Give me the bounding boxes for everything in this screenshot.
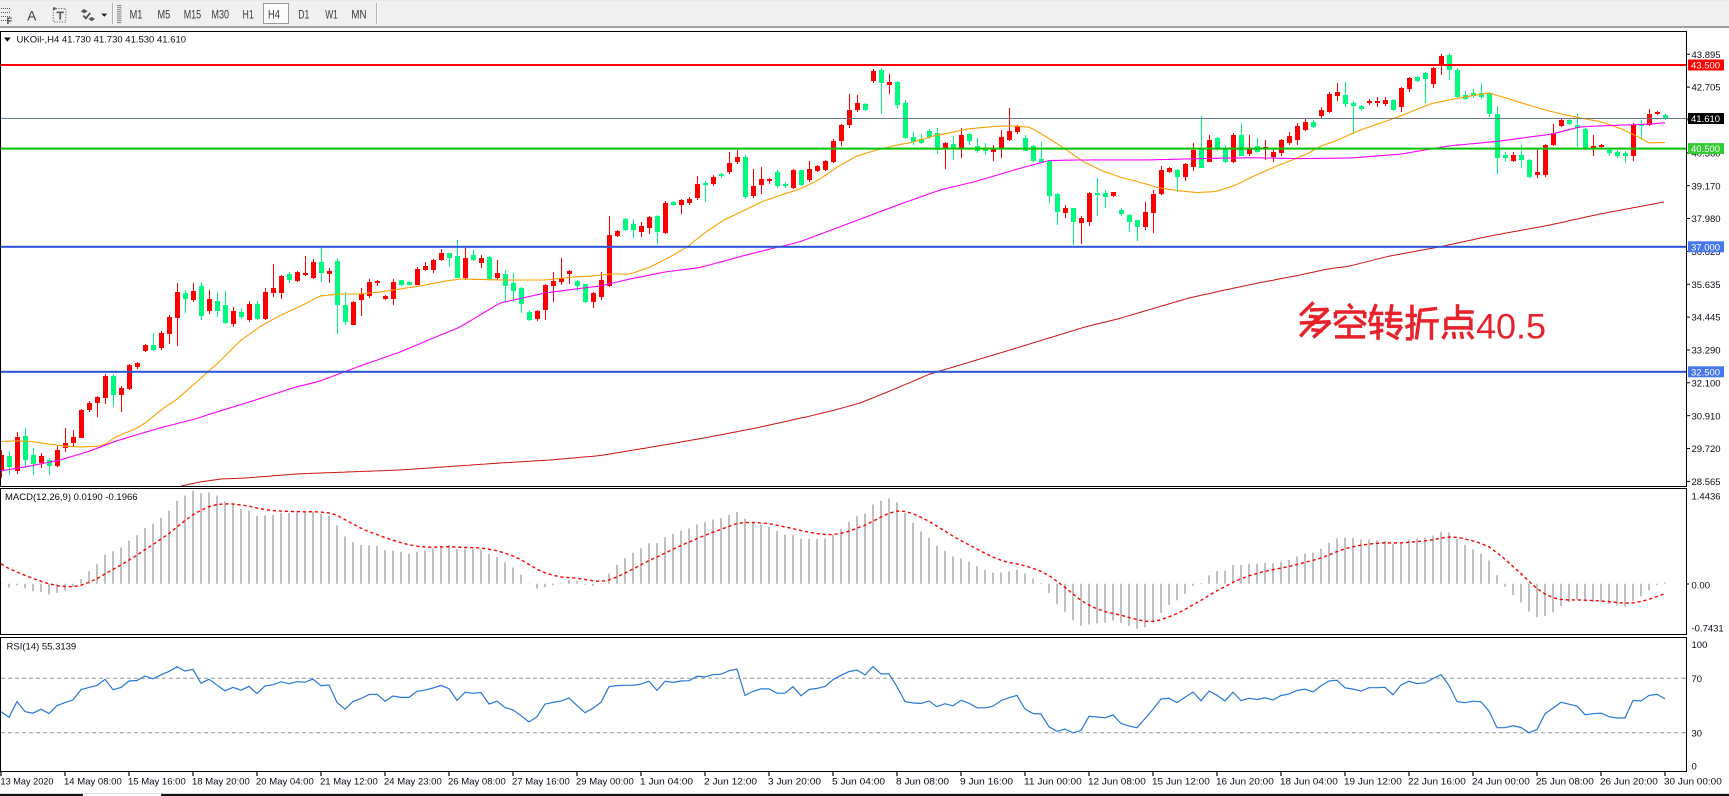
svg-text:3 Jun 20:00: 3 Jun 20:00 [768, 776, 821, 787]
svg-text:30 Jun 00:00: 30 Jun 00:00 [1664, 776, 1722, 787]
svg-text:M5: M5 [158, 10, 171, 22]
svg-text:32.500: 32.500 [1691, 367, 1720, 378]
svg-text:43.500: 43.500 [1691, 61, 1720, 72]
svg-text:15 May 16:00: 15 May 16:00 [128, 776, 186, 787]
svg-text:26 Jun 20:00: 26 Jun 20:00 [1600, 776, 1658, 787]
svg-text:MN: MN [351, 10, 366, 22]
svg-text:40.500: 40.500 [1691, 144, 1720, 155]
svg-text:11 Jun 00:00: 11 Jun 00:00 [1024, 776, 1082, 787]
svg-text:0: 0 [1692, 762, 1697, 773]
svg-text:28.565: 28.565 [1692, 477, 1721, 488]
svg-text:37.000: 37.000 [1691, 242, 1720, 253]
svg-text:25 Jun 08:00: 25 Jun 08:00 [1536, 776, 1594, 787]
svg-text:2 Jun 12:00: 2 Jun 12:00 [704, 776, 757, 787]
svg-text:36.825: 36.825 [1692, 247, 1721, 258]
svg-text:41.610: 41.610 [1691, 114, 1720, 125]
svg-text:M1: M1 [130, 10, 143, 22]
svg-text:16 Jun 20:00: 16 Jun 20:00 [1216, 776, 1274, 787]
svg-text:W1: W1 [325, 10, 338, 22]
svg-text:1 Jun 04:00: 1 Jun 04:00 [640, 776, 693, 787]
svg-text:M30: M30 [212, 10, 230, 22]
svg-text:RSI(14) 55.3139: RSI(14) 55.3139 [7, 641, 77, 652]
svg-text:F: F [7, 16, 13, 26]
svg-text:32.100: 32.100 [1692, 378, 1721, 389]
svg-text:37.980: 37.980 [1692, 214, 1721, 225]
svg-text:19 Jun 12:00: 19 Jun 12:00 [1344, 776, 1402, 787]
svg-text:100: 100 [1692, 640, 1708, 651]
svg-text:24 Jun 00:00: 24 Jun 00:00 [1472, 776, 1530, 787]
svg-text:14 May 08:00: 14 May 08:00 [64, 776, 122, 787]
svg-text:18 Jun 04:00: 18 Jun 04:00 [1280, 776, 1338, 787]
svg-text:29.720: 29.720 [1692, 444, 1721, 455]
svg-text:20 May 04:00: 20 May 04:00 [256, 776, 314, 787]
svg-text:35.635: 35.635 [1692, 280, 1721, 291]
svg-text:18 May 20:00: 18 May 20:00 [192, 776, 250, 787]
svg-text:D1: D1 [298, 10, 309, 22]
svg-text:27 May 16:00: 27 May 16:00 [512, 776, 570, 787]
svg-text:30: 30 [1692, 728, 1703, 739]
svg-text:70: 70 [1692, 674, 1703, 685]
svg-text:M15: M15 [184, 10, 202, 22]
svg-text:H4: H4 [268, 10, 280, 22]
svg-text:0.00: 0.00 [1692, 581, 1711, 592]
svg-text:UKOil-,H4 41.730 41.730 41.5: UKOil-,H4 41.730 41.730 41.530 41.610 [17, 34, 187, 45]
svg-text:42.705: 42.705 [1692, 83, 1721, 94]
svg-text:22 Jun 16:00: 22 Jun 16:00 [1408, 776, 1466, 787]
svg-text:8 Jun 08:00: 8 Jun 08:00 [896, 776, 949, 787]
svg-text:29 May 00:00: 29 May 00:00 [576, 776, 634, 787]
svg-text:21 May 12:00: 21 May 12:00 [320, 776, 378, 787]
svg-text:-0.7431: -0.7431 [1692, 624, 1724, 635]
svg-text:40.5: 40.5 [1476, 307, 1546, 347]
svg-text:43.895: 43.895 [1692, 50, 1721, 61]
svg-text:MACD(12,26,9) 0.0190 -0.1966: MACD(12,26,9) 0.0190 -0.1966 [5, 492, 138, 503]
svg-text:15 Jun 12:00: 15 Jun 12:00 [1152, 776, 1210, 787]
svg-text:34.445: 34.445 [1692, 313, 1721, 324]
svg-text:5 Jun 04:00: 5 Jun 04:00 [832, 776, 885, 787]
svg-text:33.290: 33.290 [1692, 346, 1721, 357]
svg-text:26 May 08:00: 26 May 08:00 [448, 776, 506, 787]
svg-text:39.170: 39.170 [1692, 181, 1721, 192]
svg-text:H1: H1 [243, 10, 254, 22]
svg-text:12 Jun 08:00: 12 Jun 08:00 [1088, 776, 1146, 787]
svg-text:9 Jun 16:00: 9 Jun 16:00 [960, 776, 1013, 787]
svg-text:13 May 2020: 13 May 2020 [1, 776, 54, 787]
svg-text:24 May 23:00: 24 May 23:00 [384, 776, 442, 787]
svg-text:30.910: 30.910 [1692, 411, 1721, 422]
svg-text:A: A [27, 8, 36, 23]
svg-text:1.4436: 1.4436 [1692, 491, 1721, 502]
